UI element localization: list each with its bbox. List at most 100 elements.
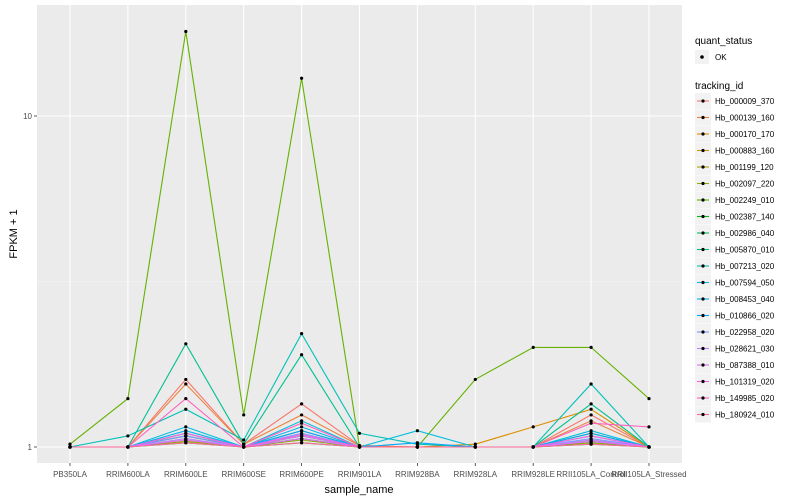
data-point bbox=[242, 438, 246, 442]
x-tick-label: RRIM928LA bbox=[454, 470, 498, 479]
legend-tracking-id: Hb_000009_370 Hb_000139_160 Hb_000170_170 H… bbox=[695, 93, 775, 423]
x-tick-label: RRIM600LA bbox=[106, 470, 150, 479]
data-point bbox=[300, 419, 304, 423]
legend-entry-label: OK bbox=[715, 53, 727, 62]
legend-entry-label: Hb_000883_160 bbox=[715, 147, 775, 156]
data-point bbox=[242, 445, 246, 449]
data-point bbox=[589, 402, 593, 406]
legend-key-point bbox=[701, 313, 705, 318]
x-tick-label: RRIM600LE bbox=[164, 470, 208, 479]
data-point bbox=[242, 413, 246, 417]
data-point bbox=[300, 353, 304, 357]
data-point bbox=[357, 445, 362, 449]
data-point bbox=[589, 419, 593, 423]
legend-key-point bbox=[701, 115, 705, 120]
y-tick-label: 1 bbox=[28, 443, 33, 452]
data-point bbox=[300, 76, 304, 80]
data-point bbox=[184, 425, 188, 429]
legend-quant-status: OK bbox=[695, 50, 727, 64]
x-tick-label: RRIM928BA bbox=[395, 470, 440, 479]
data-point bbox=[647, 445, 651, 449]
legend-key-point bbox=[701, 363, 705, 367]
data-point bbox=[126, 397, 130, 401]
data-point bbox=[184, 342, 188, 346]
data-point bbox=[300, 437, 304, 441]
y-axis-title: FPKM + 1 bbox=[8, 209, 20, 258]
legend-key-point bbox=[701, 247, 705, 252]
data-point bbox=[473, 445, 477, 449]
x-axis-title: sample_name bbox=[324, 484, 393, 496]
x-tick-label: RRIM600SE bbox=[221, 470, 265, 479]
data-point bbox=[184, 431, 188, 435]
data-point bbox=[589, 442, 593, 446]
data-point bbox=[589, 382, 593, 386]
legend-title-quant-status: quant_status bbox=[695, 36, 752, 47]
legend-entry-label: Hb_002387_140 bbox=[715, 213, 775, 222]
legend: quant_status OK tracking_id Hb_000009_37… bbox=[695, 36, 775, 423]
legend-key-point bbox=[701, 181, 705, 186]
data-point bbox=[68, 442, 72, 446]
x-tick-label: RRII105LA_Stressed bbox=[611, 470, 686, 479]
data-point bbox=[184, 397, 188, 401]
data-point bbox=[184, 382, 188, 386]
legend-key-point bbox=[701, 280, 705, 285]
legend-entry-label: Hb_149985_020 bbox=[715, 394, 775, 403]
data-point bbox=[300, 429, 304, 433]
data-point bbox=[589, 431, 593, 435]
data-point bbox=[300, 441, 304, 445]
data-point bbox=[184, 438, 188, 442]
legend-key-point bbox=[701, 297, 705, 301]
legend-entry-label: Hb_087388_010 bbox=[715, 361, 775, 370]
legend-key-point bbox=[701, 330, 705, 334]
legend-key-point bbox=[701, 231, 705, 235]
data-point bbox=[531, 425, 535, 429]
legend-key-point bbox=[701, 99, 705, 103]
legend-entry-label: Hb_180924_010 bbox=[715, 411, 775, 420]
legend-entry-label: Hb_005870_010 bbox=[715, 246, 775, 255]
data-point bbox=[589, 434, 593, 438]
legend-key-point bbox=[701, 214, 705, 219]
legend-entry-label: Hb_010866_020 bbox=[715, 312, 775, 321]
data-point bbox=[589, 429, 593, 433]
data-point bbox=[184, 434, 188, 438]
data-point bbox=[647, 425, 651, 429]
data-point bbox=[415, 429, 419, 433]
legend-key-point bbox=[701, 132, 705, 136]
data-point bbox=[184, 29, 188, 34]
data-point bbox=[300, 332, 304, 336]
data-point bbox=[126, 445, 130, 449]
data-point bbox=[242, 442, 246, 446]
data-point bbox=[357, 431, 362, 435]
data-point bbox=[415, 441, 419, 445]
legend-entry-label: Hb_001199_120 bbox=[715, 163, 774, 172]
legend-key-point bbox=[701, 396, 705, 400]
x-tick-label: RRIM600PE bbox=[279, 470, 323, 479]
data-point bbox=[589, 439, 593, 443]
x-tick-label: RRII105LA_Control bbox=[556, 470, 626, 479]
data-point bbox=[531, 445, 535, 449]
legend-entry-label: Hb_000170_170 bbox=[715, 130, 775, 139]
data-point bbox=[300, 425, 304, 429]
data-point bbox=[647, 397, 651, 401]
legend-entry-label: Hb_022958_020 bbox=[715, 328, 775, 337]
data-point bbox=[184, 377, 188, 382]
legend-entry-label: Hb_007213_020 bbox=[715, 262, 775, 271]
legend-entry-label: Hb_028621_030 bbox=[715, 345, 775, 354]
y-tick-label: 10 bbox=[23, 112, 32, 121]
data-point bbox=[68, 445, 72, 449]
legend-entry-label: Hb_002249_010 bbox=[715, 196, 775, 205]
data-point bbox=[589, 413, 593, 417]
data-point bbox=[184, 441, 188, 445]
data-point bbox=[415, 445, 419, 449]
x-tick-label: PB350LA bbox=[53, 470, 87, 479]
data-point bbox=[300, 421, 304, 425]
legend-entry-label: Hb_008453_040 bbox=[715, 295, 775, 304]
data-point bbox=[473, 377, 477, 382]
legend-key-point bbox=[701, 264, 705, 268]
data-point bbox=[589, 407, 593, 411]
legend-entry-label: Hb_101319_020 bbox=[715, 378, 775, 387]
data-point bbox=[184, 407, 188, 411]
legend-title-tracking-id: tracking_id bbox=[695, 81, 743, 92]
data-point bbox=[126, 434, 130, 438]
